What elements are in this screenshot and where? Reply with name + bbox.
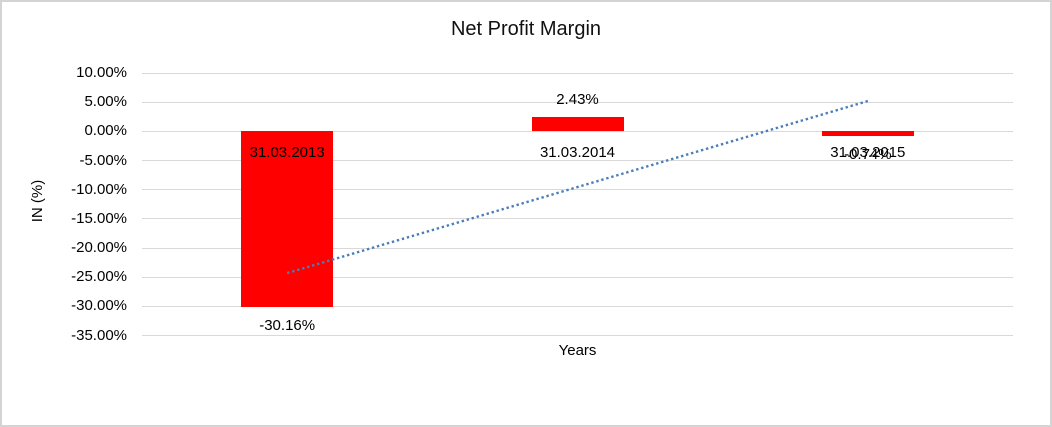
y-axis-tick-label: -5.00% — [79, 151, 127, 169]
y-axis-tick-label: -10.00% — [71, 180, 127, 198]
data-label: 2.43% — [556, 91, 599, 109]
y-axis-tick-label: -25.00% — [71, 268, 127, 286]
y-axis-tick-label: -15.00% — [71, 209, 127, 227]
chart-title: Net Profit Margin — [450, 18, 602, 40]
data-label: -0.74% — [844, 145, 892, 163]
y-axis-tick-label: 5.00% — [84, 93, 127, 111]
x-axis-title: Years — [558, 342, 597, 359]
bar-31.03.2014 — [531, 117, 624, 132]
category-label: 31.03.2013 — [249, 144, 325, 162]
y-axis-tick-label: -30.00% — [71, 297, 127, 315]
y-axis-tick-label: -20.00% — [71, 239, 127, 256]
y-axis-tick-label: 10.00% — [76, 64, 127, 81]
gridline — [142, 305, 1013, 307]
y-axis-tick-label: 0.00% — [84, 122, 127, 140]
bar-31.03.2015 — [821, 131, 914, 136]
category-label: 31.03.2014 — [539, 144, 616, 162]
gridline — [142, 276, 1013, 278]
y-axis-tick-label: -35.00% — [71, 326, 127, 344]
data-label: -30.16% — [259, 317, 316, 335]
gridline — [142, 72, 1013, 74]
gridline — [142, 335, 1013, 336]
